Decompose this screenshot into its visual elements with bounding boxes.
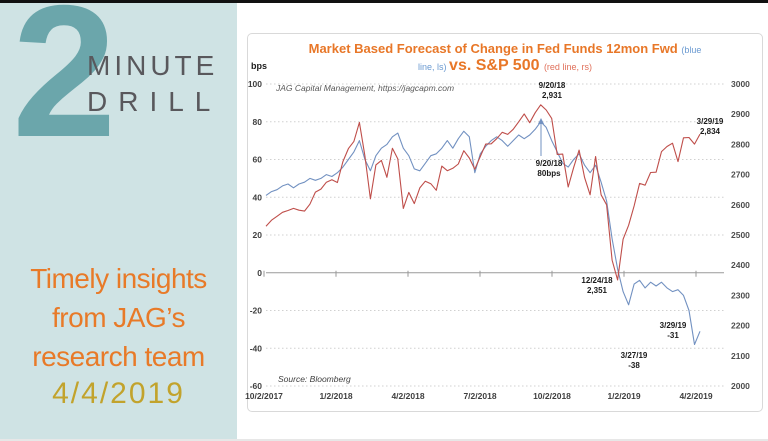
- annotation-line: 80bps: [537, 169, 561, 178]
- tagline-line2: from JAG’s: [52, 302, 185, 333]
- brand-word-minute: MINUTE: [87, 50, 219, 81]
- annotation-line: 9/20/18: [535, 159, 563, 168]
- tagline-line3: research team: [32, 341, 205, 372]
- brand-panel: 2 MINUTE DRILL Timely insights from JAG’…: [0, 0, 237, 441]
- annotation-fed-end: 3/29/19 -31: [660, 321, 687, 341]
- annotation-sp-low: 12/24/18 2,351: [581, 276, 612, 296]
- top-border: [0, 0, 768, 3]
- slide-date: 4/4/2019: [52, 377, 185, 410]
- annotation-line: -38: [628, 361, 640, 370]
- left-axis-unit-label: bps: [251, 61, 268, 71]
- tagline: Timely insights from JAG’s research team: [0, 259, 237, 376]
- source-line: Source: Bloomberg: [278, 374, 351, 384]
- chart-title-line2: line, ls) vs. S&P 500 (red line, rs): [248, 58, 762, 75]
- annotation-line: 9/20/18: [538, 81, 566, 90]
- annotation-line: 3/29/19: [696, 117, 724, 126]
- annotation-line: 2,351: [586, 286, 608, 295]
- annotation-line: 2,931: [541, 91, 563, 100]
- bottom-border: [0, 439, 768, 441]
- chart-title-line1: Market Based Forecast of Change in Fed F…: [248, 41, 762, 58]
- brand-big-digit: 2: [12, 0, 117, 176]
- brand-word-drill: DRILL: [87, 86, 222, 117]
- annotation-line: 3/27/19: [620, 351, 648, 360]
- annotation-line: 2,834: [699, 127, 721, 136]
- chart-title-blue-open: (blue: [681, 45, 702, 55]
- tagline-line1: Timely insights: [30, 263, 207, 294]
- chart-title-vs: vs. S&P 500: [449, 57, 544, 74]
- annotation-line: -31: [667, 331, 679, 340]
- annotation-fed-min: 3/27/19 -38: [621, 351, 648, 371]
- chart-title-blue-close: line, ls): [418, 62, 450, 72]
- chart-title-main: Market Based Forecast of Change in Fed F…: [308, 41, 682, 56]
- credit-line: JAG Capital Management, https://jagcapm.…: [276, 83, 455, 93]
- annotation-line: 3/29/19: [659, 321, 687, 330]
- chart-title-red-paren: (red line, rs): [543, 62, 592, 72]
- annotation-sp-peak: 9/20/18 2,931: [539, 81, 566, 101]
- annotation-fed-peak: 9/20/18 80bps: [536, 159, 563, 179]
- annotation-sp-end: 3/29/19 2,834: [697, 117, 724, 137]
- annotation-line: 12/24/18: [581, 276, 613, 285]
